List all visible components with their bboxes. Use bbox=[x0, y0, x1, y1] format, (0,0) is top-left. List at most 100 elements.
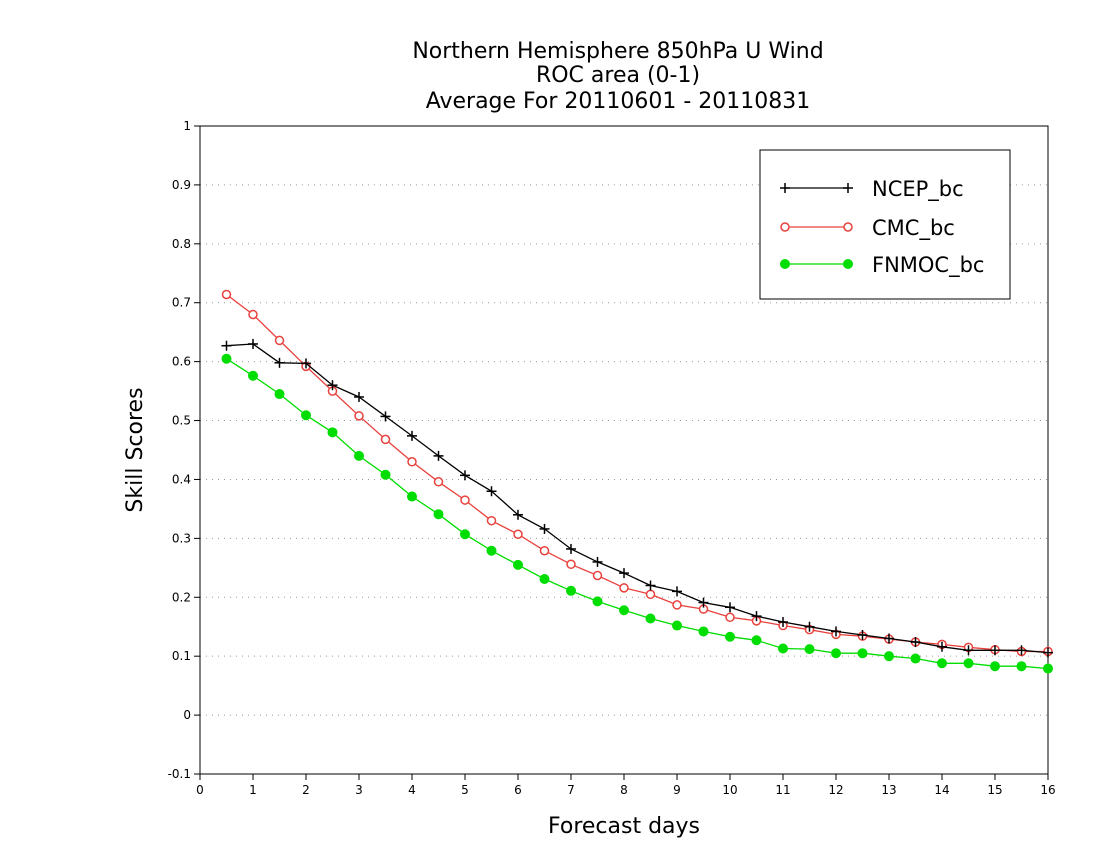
x-tick-label: 8 bbox=[620, 783, 628, 797]
data-point-ncep-bc bbox=[619, 568, 629, 579]
data-point-ncep-bc bbox=[592, 556, 603, 567]
x-tick-label: 14 bbox=[934, 783, 949, 797]
data-point-ncep-bc bbox=[751, 611, 762, 622]
y-tick-label: 0.2 bbox=[172, 590, 191, 604]
legend-item-ncep-bc: NCEP_bc bbox=[780, 177, 964, 202]
data-point-ncep-bc bbox=[380, 411, 391, 422]
data-point-fnmoc-bc bbox=[486, 545, 497, 556]
data-point-fnmoc-bc bbox=[831, 648, 841, 659]
data-point-cmc-bc bbox=[539, 545, 550, 556]
data-point-cmc-bc bbox=[460, 495, 470, 505]
data-point-fnmoc-bc bbox=[354, 450, 364, 461]
y-tick-label: 0 bbox=[183, 708, 191, 722]
plot-frame bbox=[199, 125, 1049, 775]
data-point-fnmoc-bc bbox=[592, 596, 603, 607]
data-point-fnmoc-bc bbox=[990, 661, 1000, 672]
x-tick-label: 13 bbox=[881, 783, 896, 797]
data-point-fnmoc-bc bbox=[274, 389, 285, 400]
data-point-ncep-bc bbox=[433, 450, 444, 461]
data-point-ncep-bc bbox=[645, 580, 656, 591]
y-tick-label: 0.6 bbox=[172, 355, 191, 369]
x-tick-label: 12 bbox=[828, 783, 843, 797]
data-point-fnmoc-bc bbox=[539, 574, 550, 585]
legend-marker bbox=[843, 183, 853, 193]
data-point-ncep-bc bbox=[990, 645, 1000, 656]
data-point-cmc-bc bbox=[433, 477, 444, 487]
legend-label: NCEP_bc bbox=[872, 177, 964, 202]
series-line-fnmoc-bc bbox=[226, 358, 1049, 670]
data-point-fnmoc-bc bbox=[327, 427, 338, 438]
legend-item-cmc-bc: CMC_bc bbox=[780, 216, 955, 241]
data-point-fnmoc-bc bbox=[301, 410, 311, 421]
data-point-cmc-bc bbox=[354, 411, 364, 421]
x-tick-label: 0 bbox=[196, 783, 204, 797]
data-point-ncep-bc bbox=[513, 509, 523, 520]
y-axis: -0.1 0 0.1 0.2 0.3 0.4 0.5 0.6 0.7 0.8 0.9 1 bbox=[168, 119, 200, 781]
y-tick-label: 0.8 bbox=[172, 237, 191, 251]
data-point-cmc-bc bbox=[407, 457, 417, 467]
data-point-cmc-bc bbox=[645, 589, 656, 600]
legend-marker bbox=[843, 259, 853, 269]
data-point-fnmoc-bc bbox=[221, 353, 232, 364]
x-tick-label: 15 bbox=[987, 783, 1002, 797]
data-point-cmc-bc bbox=[592, 570, 603, 581]
data-point-cmc-bc bbox=[274, 335, 285, 346]
y-axis-label: Skill Scores bbox=[123, 387, 148, 512]
x-tick-label: 6 bbox=[514, 783, 522, 797]
data-point-fnmoc-bc bbox=[1043, 663, 1053, 674]
data-point-fnmoc-bc bbox=[566, 585, 576, 596]
y-tick-label: 0.9 bbox=[172, 178, 191, 192]
data-point-fnmoc-bc bbox=[857, 648, 868, 659]
data-point-ncep-bc bbox=[778, 617, 788, 628]
data-point-fnmoc-bc bbox=[963, 658, 974, 669]
data-point-ncep-bc bbox=[539, 523, 550, 534]
data-point-ncep-bc bbox=[354, 391, 364, 402]
data-point-fnmoc-bc bbox=[460, 529, 470, 540]
data-point-cmc-bc bbox=[619, 583, 629, 593]
data-point-ncep-bc bbox=[1016, 645, 1027, 656]
data-point-cmc-bc bbox=[672, 600, 682, 610]
chart-title: Northern Hemisphere 850hPa U Wind ROC ar… bbox=[412, 39, 823, 114]
y-tick-label: 0.7 bbox=[172, 296, 191, 310]
data-point-fnmoc-bc bbox=[910, 653, 921, 664]
data-point-fnmoc-bc bbox=[937, 658, 947, 669]
data-point-ncep-bc bbox=[725, 602, 735, 613]
chart-title-line-3: Average For 20110601 - 20110831 bbox=[426, 89, 811, 114]
data-point-ncep-bc bbox=[937, 641, 947, 652]
data-point-fnmoc-bc bbox=[433, 509, 444, 520]
x-tick-label: 10 bbox=[722, 783, 737, 797]
data-point-fnmoc-bc bbox=[407, 491, 417, 502]
legend-marker bbox=[780, 259, 790, 269]
data-point-ncep-bc bbox=[884, 633, 894, 644]
legend: NCEP_bc CMC_bc FNMOC_bc bbox=[759, 149, 1011, 300]
data-point-ncep-bc bbox=[248, 338, 258, 349]
data-point-ncep-bc bbox=[1043, 647, 1053, 658]
data-point-ncep-bc bbox=[566, 543, 576, 554]
series-line-ncep-bc bbox=[226, 343, 1049, 654]
data-point-ncep-bc bbox=[910, 637, 921, 648]
data-point-fnmoc-bc bbox=[380, 469, 391, 480]
series-line-cmc-bc bbox=[226, 293, 1048, 653]
data-point-fnmoc-bc bbox=[751, 635, 762, 646]
legend-item-fnmoc-bc: FNMOC_bc bbox=[780, 253, 984, 278]
data-point-ncep-bc bbox=[963, 645, 974, 656]
data-point-ncep-bc bbox=[221, 340, 232, 351]
data-point-cmc-bc bbox=[248, 309, 258, 320]
data-point-cmc-bc bbox=[566, 559, 576, 570]
legend-marker bbox=[780, 183, 790, 193]
data-point-ncep-bc bbox=[698, 597, 709, 608]
data-point-fnmoc-bc bbox=[725, 631, 735, 642]
data-point-cmc-bc bbox=[725, 612, 735, 623]
data-point-fnmoc-bc bbox=[1016, 661, 1027, 672]
x-tick-label: 16 bbox=[1040, 783, 1055, 797]
x-axis: 0 1 2 3 4 5 6 7 8 9 10 11 12 13 14 15 16 bbox=[196, 774, 1056, 797]
legend-label: FNMOC_bc bbox=[872, 253, 984, 278]
legend-marker bbox=[843, 222, 853, 232]
y-tick-label: 1 bbox=[183, 119, 191, 133]
x-tick-label: 5 bbox=[461, 783, 469, 797]
data-point-ncep-bc bbox=[327, 380, 338, 391]
data-point-ncep-bc bbox=[274, 357, 285, 368]
chart-title-line-1: Northern Hemisphere 850hPa U Wind bbox=[412, 39, 823, 64]
data-point-ncep-bc bbox=[460, 470, 470, 481]
data-point-fnmoc-bc bbox=[248, 370, 258, 381]
